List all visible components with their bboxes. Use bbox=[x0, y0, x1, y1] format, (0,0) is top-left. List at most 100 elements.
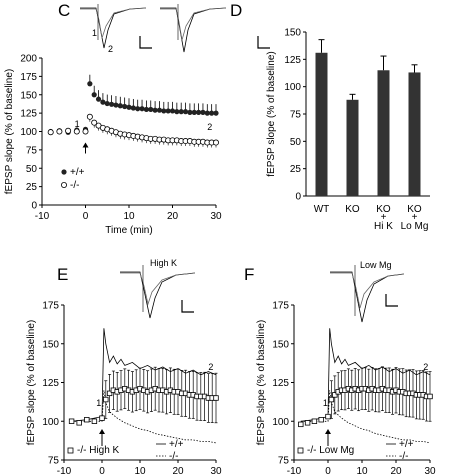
e-label-1: 1 bbox=[96, 398, 101, 408]
e-label-2: 2 bbox=[208, 362, 213, 372]
f-legend-label-wt: +/+ bbox=[399, 439, 414, 450]
plot-e: 75 100 125 150 175 -10 0 10 20 30 fEPSP slope (% o… bbox=[26, 301, 222, 474]
e-y-tick-label: 75 bbox=[48, 456, 60, 467]
e-y-tick-label: 150 bbox=[42, 339, 59, 350]
e-y-tick-label: 175 bbox=[42, 301, 59, 312]
plot-d: 0 25 50 75 100 125 150 fEPSP slope (% of baseli… bbox=[266, 28, 430, 232]
f-stim-arrowhead bbox=[325, 429, 331, 434]
e-x-tick-label: 20 bbox=[172, 466, 184, 474]
f-point-ko-treated bbox=[318, 416, 324, 423]
d-bar bbox=[408, 72, 421, 196]
d-bar bbox=[315, 52, 328, 197]
c-y-tick-label: 175 bbox=[20, 72, 37, 83]
e-x-tick-label: 30 bbox=[210, 466, 222, 474]
c-point-ko bbox=[86, 113, 93, 120]
c-point-ko bbox=[82, 128, 89, 135]
c-stim-arrowhead bbox=[82, 142, 89, 148]
e-point-ko-treated bbox=[106, 390, 113, 397]
sample-traces-c bbox=[80, 4, 270, 53]
f-x-tick-label: 30 bbox=[424, 466, 436, 474]
e-point-ko-treated bbox=[213, 395, 219, 401]
c-point-wt bbox=[100, 99, 106, 105]
c-x-tick-label: 30 bbox=[210, 211, 222, 222]
c-point-wt bbox=[117, 103, 123, 109]
d-bar bbox=[377, 70, 390, 196]
e-point-ko-treated bbox=[76, 420, 82, 426]
c-point-ko bbox=[65, 127, 72, 134]
c-x-tick-label: 20 bbox=[167, 211, 179, 222]
c-y-tick-label: 50 bbox=[26, 164, 38, 175]
c-point-wt bbox=[174, 109, 180, 115]
c-point-wt bbox=[95, 96, 102, 102]
e-stim-arrowhead bbox=[99, 429, 105, 434]
c-point-wt bbox=[104, 100, 110, 107]
c-y-tick-label: 125 bbox=[20, 109, 37, 120]
c-point-wt bbox=[148, 106, 154, 113]
d-y-tick-label: 25 bbox=[290, 164, 302, 175]
f-label-1: 1 bbox=[323, 398, 328, 408]
c-point-wt bbox=[126, 104, 132, 110]
f-x-tick-label: 20 bbox=[390, 466, 402, 474]
f-point-ko-treated bbox=[328, 396, 335, 403]
c-point-wt bbox=[200, 109, 206, 115]
f-legend-label-ko-treated: -/- Low Mg bbox=[307, 445, 354, 456]
f-y-tick-label: 75 bbox=[278, 456, 290, 467]
e-point-ko-treated bbox=[68, 418, 75, 424]
d-y-tick-label: 100 bbox=[284, 82, 301, 93]
e-legend-label-ko: -/- bbox=[169, 451, 178, 462]
c-point-wt bbox=[87, 81, 93, 87]
e-point-ko-treated bbox=[84, 416, 90, 423]
c-point-wt bbox=[139, 106, 145, 112]
f-legend-marker-ko-treated bbox=[297, 447, 304, 454]
e-y-axis-label: fEPSP slope (% of baseline) bbox=[26, 320, 37, 445]
d-category-label: KO bbox=[345, 204, 360, 215]
d-y-tick-label: 50 bbox=[290, 137, 302, 148]
panel-label-f: F bbox=[244, 265, 254, 284]
e-y-tick-label: 125 bbox=[42, 378, 59, 389]
e-point-ko-treated bbox=[91, 418, 98, 424]
plot-f: 75 100 125 150 175 -10 0 10 20 30 fEPSP slope (% o… bbox=[256, 301, 436, 474]
c-y-tick-label: 150 bbox=[20, 90, 37, 101]
f-y-tick-label: 150 bbox=[272, 339, 289, 350]
c-y-tick-label: 100 bbox=[20, 127, 37, 138]
c-point-wt bbox=[213, 110, 219, 116]
trace-label-2-c: 2 bbox=[108, 44, 113, 54]
c-point-wt bbox=[169, 108, 176, 114]
f-x-tick-label: 10 bbox=[356, 466, 368, 474]
panel-label-c: C bbox=[58, 1, 70, 20]
f-point-ko-treated bbox=[311, 418, 318, 424]
c-point-ko bbox=[73, 128, 80, 135]
d-category-label: WT bbox=[314, 204, 330, 215]
panel-label-e: E bbox=[57, 265, 68, 284]
c-label-1: 1 bbox=[75, 119, 80, 129]
c-point-ko bbox=[91, 119, 98, 126]
sample-traces-e bbox=[120, 265, 196, 319]
c-y-axis-label: fEPSP slope (% of baseline) bbox=[4, 69, 15, 194]
f-y-tick-label: 125 bbox=[272, 378, 289, 389]
e-point-ko-treated bbox=[103, 396, 109, 403]
e-legend-label-wt: +/+ bbox=[169, 439, 184, 450]
c-point-wt bbox=[143, 106, 149, 113]
c-y-tick-label: 75 bbox=[26, 145, 38, 156]
c-point-wt bbox=[196, 109, 202, 115]
f-legend-label-ko: -/- bbox=[399, 451, 408, 462]
c-legend-label-ko: -/- bbox=[70, 180, 79, 191]
f-point-ko-treated bbox=[332, 392, 338, 398]
f-label-2: 2 bbox=[423, 362, 428, 372]
c-x-tick-label: 10 bbox=[123, 211, 135, 222]
e-x-tick-label: 10 bbox=[134, 466, 146, 474]
c-point-ko bbox=[47, 129, 54, 136]
c-x-tick-label: -10 bbox=[35, 211, 50, 222]
d-y-tick-label: 125 bbox=[284, 55, 301, 66]
f-point-ko-treated bbox=[325, 413, 331, 420]
c-point-wt bbox=[182, 109, 189, 115]
f-point-ko-treated bbox=[427, 393, 433, 400]
c-y-tick-label: 25 bbox=[26, 182, 38, 193]
c-x-tick-label: 0 bbox=[83, 211, 89, 222]
c-point-wt bbox=[156, 107, 163, 113]
c-x-axis-label: Time (min) bbox=[105, 225, 152, 236]
f-line-ko bbox=[300, 390, 431, 444]
e-line-ko bbox=[71, 390, 217, 444]
